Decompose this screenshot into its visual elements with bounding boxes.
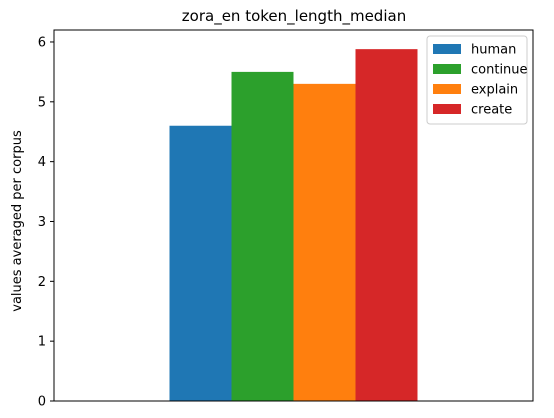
legend-label-continue: continue: [471, 63, 528, 78]
bar-create: [355, 49, 418, 402]
y-tick-label: 4: [38, 155, 46, 170]
y-tick-label: 0: [38, 395, 46, 410]
chart-title: zora_en token_length_median: [182, 7, 406, 26]
bars-layer: [169, 49, 418, 402]
legend-box: [426, 35, 528, 125]
legend: human continue explain create: [426, 35, 528, 125]
y-tick-label: 1: [38, 335, 46, 350]
legend-label-create: create: [471, 103, 512, 118]
y-tick-label: 6: [38, 35, 46, 50]
legend-label-human: human: [471, 43, 516, 58]
bar-explain: [293, 83, 356, 402]
legend-label-explain: explain: [471, 83, 518, 98]
y-axis-ticks: 0 1 2 3 4 5 6: [38, 35, 54, 410]
y-axis-label: values averaged per corpus: [10, 130, 25, 312]
y-tick-label: 2: [38, 275, 46, 290]
y-tick-label: 5: [38, 95, 46, 110]
y-tick-label: 3: [38, 215, 46, 230]
legend-swatch-continue: [433, 64, 461, 74]
plot-frame: [53, 29, 534, 402]
bar-continue: [231, 71, 294, 402]
legend-swatch-explain: [433, 84, 461, 94]
bar-human: [169, 125, 232, 401]
legend-swatch-human: [433, 44, 461, 54]
legend-swatch-create: [433, 104, 461, 114]
